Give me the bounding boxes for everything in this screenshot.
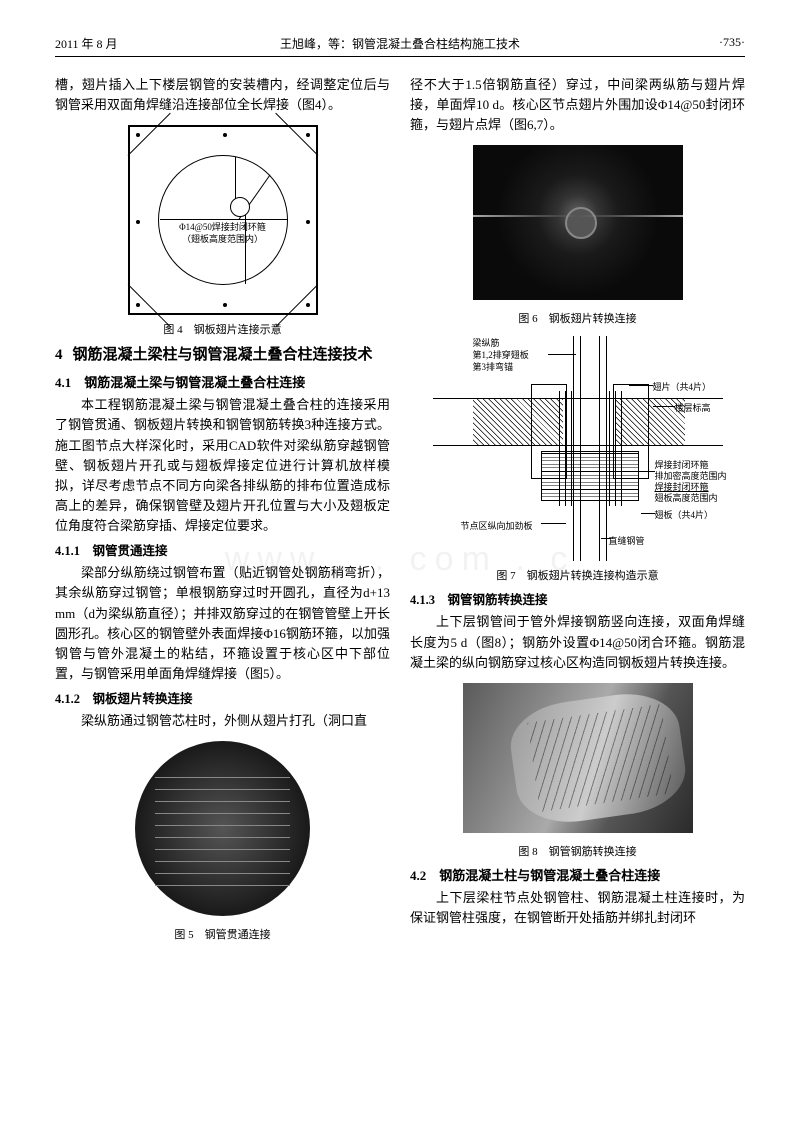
section-4-1-heading: 4.1 钢筋混凝土梁与钢管混凝土叠合柱连接 (55, 372, 390, 391)
two-column-layout: 槽，翅片插入上下楼层钢管的安装槽内，经调整定位后与钢管采用双面角焊缝沿连接部位全… (55, 75, 745, 948)
figure-4-diagram: Φ14@50焊接封闭环箍 （翅板高度范围内） (128, 125, 318, 315)
header-title: 王旭峰，等：钢管混凝土叠合柱结构施工技术 (280, 35, 520, 52)
section-4-2-heading: 4.2 钢筋混凝土柱与钢管混凝土叠合柱连接 (410, 865, 745, 884)
fig7-lbl-finplate: 翅板（共4片） (655, 508, 714, 521)
section-4-1-2-heading: 4.1.2 钢板翅片转换连接 (55, 688, 390, 707)
figure-7: 梁纵筋 第1,2排穿翅板 第3排弯锚 翅片（共4片） 楼层标高 焊接封闭环箍 排… (410, 336, 745, 561)
section-4-2-num: 4.2 (410, 868, 426, 883)
figure-8-caption: 图 8 钢管钢筋转换连接 (410, 843, 745, 859)
fig7-lbl-floor: 楼层标高 (675, 401, 711, 414)
figure-4-inner-label: Φ14@50焊接封闭环箍 （翅板高度范围内） (168, 222, 278, 245)
section-4-1-1-title: 钢管贯通连接 (93, 544, 168, 558)
section-4-1-3-title: 钢管钢筋转换连接 (448, 593, 548, 607)
fig7-lbl-finrange: 翅板高度范围内 (655, 491, 718, 504)
figure-4: Φ14@50焊接封闭环箍 （翅板高度范围内） (55, 125, 390, 315)
figure-6-caption: 图 6 钢板翅片转换连接 (410, 310, 745, 326)
figure-4-caption: 图 4 钢板翅片连接示意 (55, 321, 390, 337)
section-4-heading: 4 钢筋混凝土梁柱与钢管混凝土叠合柱连接技术 (55, 345, 390, 366)
section-4-1-num: 4.1 (55, 375, 71, 390)
section-4-1-3-num: 4.1.3 (410, 593, 435, 607)
fig4-label-line1: Φ14@50焊接封闭环箍 (168, 222, 278, 234)
para-4-1: 本工程钢筋混凝土梁与钢管混凝土叠合柱的连接采用了钢管贯通、钢板翅片转换和钢管钢筋… (55, 395, 390, 536)
section-4-title: 钢筋混凝土梁柱与钢管混凝土叠合柱连接技术 (73, 347, 373, 363)
figure-5-caption: 图 5 钢管贯通连接 (55, 926, 390, 942)
figure-8 (410, 683, 745, 837)
figure-5 (55, 741, 390, 920)
section-4-num: 4 (55, 347, 63, 363)
section-4-2-title: 钢筋混凝土柱与钢管混凝土叠合柱连接 (439, 868, 660, 883)
page-header: 2011 年 8 月 王旭峰，等：钢管混凝土叠合柱结构施工技术 ·735· (55, 35, 745, 57)
figure-8-photo (463, 683, 693, 833)
section-4-1-1-num: 4.1.1 (55, 544, 80, 558)
figure-5-photo (135, 741, 310, 916)
right-top-paragraph: 径不大于1.5倍钢筋直径）穿过，中间梁两纵筋与翅片焊接，单面焊10 d。核心区节… (410, 75, 745, 135)
fig7-lbl-node: 节点区纵向加劲板 (461, 519, 533, 532)
left-column: 槽，翅片插入上下楼层钢管的安装槽内，经调整定位后与钢管采用双面角焊缝沿连接部位全… (55, 75, 390, 948)
para-4-1-2: 梁纵筋通过钢管芯柱时，外侧从翅片打孔（洞口直 (55, 711, 390, 731)
figure-7-caption: 图 7 钢板翅片转换连接构造示意 (410, 567, 745, 583)
fig4-label-line2: （翅板高度范围内） (168, 234, 278, 246)
fig7-lbl-pipe: 直缝钢管 (609, 534, 645, 547)
figure-6-photo (473, 145, 683, 300)
para-4-2: 上下层梁柱节点处钢管柱、钢筋混凝土柱连接时，为保证钢管柱强度，在钢管断开处插筋并… (410, 888, 745, 928)
section-4-1-3-heading: 4.1.3 钢管钢筋转换连接 (410, 589, 745, 608)
section-4-1-2-num: 4.1.2 (55, 692, 80, 706)
figure-6 (410, 145, 745, 304)
fig7-lbl-fin: 翅片（共4片） (653, 380, 712, 393)
section-4-1-1-heading: 4.1.1 钢管贯通连接 (55, 540, 390, 559)
right-column: 径不大于1.5倍钢筋直径）穿过，中间梁两纵筋与翅片焊接，单面焊10 d。核心区节… (410, 75, 745, 948)
para-4-1-3: 上下层钢管间于管外焊接钢筋竖向连接，双面角焊缝长度为5 d（图8）；钢筋外设置Φ… (410, 612, 745, 672)
left-top-paragraph: 槽，翅片插入上下楼层钢管的安装槽内，经调整定位后与钢管采用双面角焊缝沿连接部位全… (55, 75, 390, 115)
para-4-1-1: 梁部分纵筋绕过钢管布置（贴近钢管处钢筋稍弯折），其余纵筋穿过钢管；单根钢筋穿过时… (55, 563, 390, 684)
fig7-lbl-row3: 第3排弯锚 (473, 360, 514, 373)
figure-7-diagram: 梁纵筋 第1,2排穿翅板 第3排弯锚 翅片（共4片） 楼层标高 焊接封闭环箍 排… (433, 336, 723, 561)
header-date: 2011 年 8 月 (55, 35, 118, 52)
header-page: ·735· (719, 35, 745, 52)
section-4-1-2-title: 钢板翅片转换连接 (93, 692, 193, 706)
section-4-1-title: 钢筋混凝土梁与钢管混凝土叠合柱连接 (84, 375, 305, 390)
